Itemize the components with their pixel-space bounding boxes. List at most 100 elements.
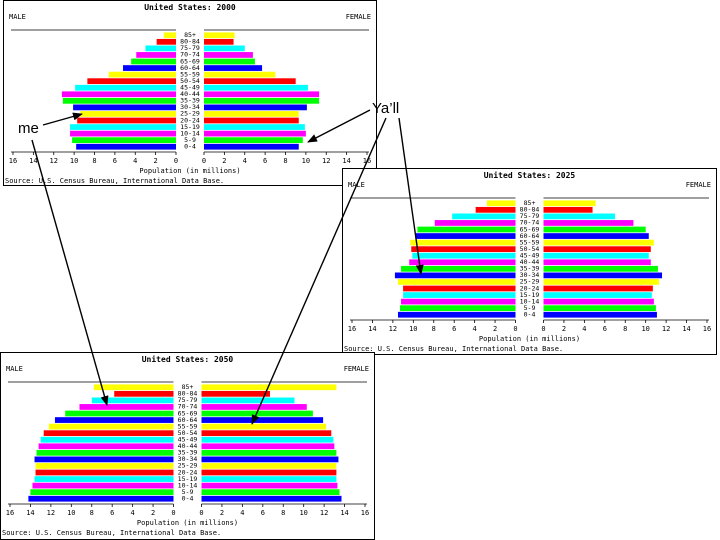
age-group-label: 20-24 bbox=[520, 284, 540, 292]
x-tick-label: 4 bbox=[240, 509, 244, 517]
female-bar bbox=[201, 456, 339, 463]
x-tick-label: 4 bbox=[243, 157, 247, 165]
age-group-label: 35-39 bbox=[520, 265, 540, 273]
male-bar bbox=[410, 239, 516, 246]
female-label: FEMALE bbox=[344, 365, 369, 373]
age-group-label: 65-69 bbox=[178, 409, 198, 417]
male-bar bbox=[397, 279, 516, 285]
x-tick-label: 8 bbox=[283, 157, 287, 165]
source-note: Source: U.S. Census Bureau, Internationa… bbox=[344, 345, 563, 353]
arrow-me-to-2000 bbox=[42, 112, 83, 126]
male-bar bbox=[75, 84, 176, 91]
male-bar bbox=[34, 476, 174, 482]
male-bar bbox=[80, 111, 176, 117]
male-bar bbox=[34, 456, 174, 463]
x-tick-label: 6 bbox=[261, 509, 265, 517]
age-group-label: 50-54 bbox=[520, 245, 540, 253]
male-bar bbox=[123, 65, 176, 71]
x-tick-label: 0 bbox=[513, 325, 517, 333]
x-tick-label: 0 bbox=[541, 325, 545, 333]
chart-title: United States: 2000 bbox=[144, 2, 236, 12]
female-bar bbox=[543, 213, 616, 220]
age-group-label: 0-4 bbox=[524, 311, 536, 319]
chart-frame bbox=[342, 168, 717, 355]
female-bar bbox=[204, 130, 306, 137]
female-bar bbox=[201, 476, 337, 482]
x-tick-label: 8 bbox=[90, 509, 94, 517]
male-bar bbox=[76, 143, 176, 150]
x-tick-label: 6 bbox=[110, 509, 114, 517]
x-tick-label: 0 bbox=[202, 157, 206, 165]
age-group-label: 10-14 bbox=[520, 297, 540, 305]
male-label: MALE bbox=[6, 365, 23, 373]
female-bar bbox=[201, 469, 337, 476]
pyramid-chart-1: United States: 2025MALEFEMALE0-45-910-14… bbox=[342, 168, 717, 355]
age-group-label: 75-79 bbox=[178, 396, 198, 404]
age-group-label: 80-84 bbox=[178, 390, 198, 398]
x-tick-label: 14 bbox=[29, 157, 37, 165]
female-bar bbox=[543, 311, 657, 318]
x-tick-label: 4 bbox=[131, 509, 135, 517]
female-bar bbox=[543, 239, 654, 246]
age-group-label: 60-64 bbox=[178, 416, 198, 424]
male-bar bbox=[397, 311, 516, 318]
female-bar bbox=[204, 124, 305, 130]
male-bar bbox=[65, 410, 174, 417]
female-bar bbox=[543, 265, 658, 272]
age-group-label: 50-54 bbox=[178, 429, 198, 437]
female-bar bbox=[543, 305, 656, 312]
arrow-me-to-2050 bbox=[31, 139, 109, 406]
age-group-label: 5-9 bbox=[182, 488, 194, 496]
male-bar bbox=[475, 206, 516, 213]
age-group-label: 40-44 bbox=[180, 90, 200, 98]
female-bar bbox=[201, 417, 324, 423]
male-bar bbox=[73, 104, 176, 111]
x-tick-label: 16 bbox=[361, 509, 369, 517]
x-tick-label: 16 bbox=[9, 157, 17, 165]
male-bar bbox=[163, 32, 176, 39]
age-group-label: 55-59 bbox=[520, 238, 540, 246]
age-group-label: 15-19 bbox=[520, 291, 540, 299]
x-tick-label: 4 bbox=[473, 325, 477, 333]
age-group-label: 50-54 bbox=[180, 77, 200, 85]
annotation-layer: me Ya’ll bbox=[18, 100, 424, 425]
female-bar bbox=[204, 97, 320, 104]
male-bar bbox=[409, 259, 516, 266]
female-bar bbox=[204, 104, 307, 111]
age-group-label: 60-64 bbox=[180, 64, 200, 72]
age-group-label: 25-29 bbox=[178, 462, 198, 470]
arrow-yall-to-2000 bbox=[307, 109, 371, 143]
age-group-label: 5-9 bbox=[524, 304, 536, 312]
female-bar bbox=[204, 111, 299, 117]
x-tick-label: 10 bbox=[641, 325, 649, 333]
x-tick-label: 10 bbox=[302, 157, 310, 165]
male-bar bbox=[434, 220, 516, 226]
x-tick-label: 6 bbox=[603, 325, 607, 333]
age-group-label: 35-39 bbox=[178, 449, 198, 457]
age-group-label: 30-34 bbox=[520, 271, 540, 279]
female-bar bbox=[201, 384, 337, 391]
female-bar bbox=[201, 423, 327, 430]
male-bar bbox=[411, 246, 516, 253]
x-tick-label: 8 bbox=[92, 157, 96, 165]
annotation-yall: Ya’ll bbox=[372, 100, 399, 117]
age-group-label: 65-69 bbox=[180, 57, 200, 65]
x-tick-label: 2 bbox=[493, 325, 497, 333]
female-bar bbox=[543, 233, 649, 239]
x-tick-label: 10 bbox=[409, 325, 417, 333]
female-bar bbox=[201, 495, 342, 502]
male-bar bbox=[136, 52, 176, 58]
female-bar bbox=[543, 246, 651, 253]
male-bar bbox=[156, 38, 176, 45]
male-bar bbox=[32, 482, 174, 489]
male-bar bbox=[131, 58, 176, 65]
x-tick-label: 14 bbox=[368, 325, 376, 333]
x-tick-label: 16 bbox=[348, 325, 356, 333]
male-bar bbox=[48, 423, 174, 430]
male-bar bbox=[452, 213, 516, 220]
age-group-label: 70-74 bbox=[178, 403, 198, 411]
female-bar bbox=[201, 436, 334, 443]
female-bar bbox=[204, 143, 299, 150]
age-group-label: 20-24 bbox=[180, 116, 200, 124]
age-group-label: 80-84 bbox=[180, 38, 200, 46]
